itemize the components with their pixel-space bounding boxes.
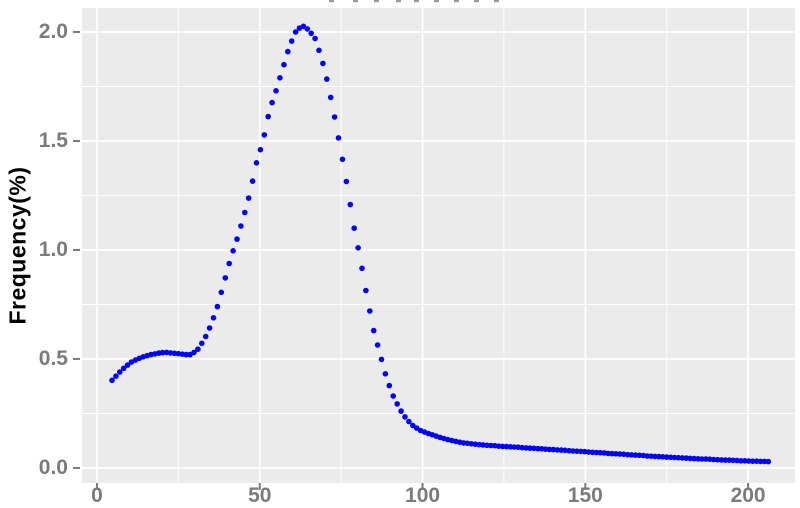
minor-gridlines xyxy=(82,8,795,483)
y-tick-label: 2.0 xyxy=(38,19,68,43)
plot-panel xyxy=(82,8,795,483)
y-tick-label: 1.5 xyxy=(38,128,68,152)
scatter-points xyxy=(109,23,772,465)
major-gridlines xyxy=(82,8,795,483)
x-tick-label: 200 xyxy=(730,484,766,507)
y-tick-label: 1.0 xyxy=(38,237,68,261)
y-tick-label: 0.5 xyxy=(38,346,68,370)
x-tick-label: 0 xyxy=(91,484,103,507)
x-tick-label: 100 xyxy=(405,484,441,507)
x-tick-label: 50 xyxy=(248,484,272,507)
x-tick-label: 150 xyxy=(567,484,603,507)
axis-tick-marks xyxy=(73,30,750,490)
y-tick-label: 0.0 xyxy=(38,455,68,479)
clipped-title-fragments xyxy=(329,0,499,3)
